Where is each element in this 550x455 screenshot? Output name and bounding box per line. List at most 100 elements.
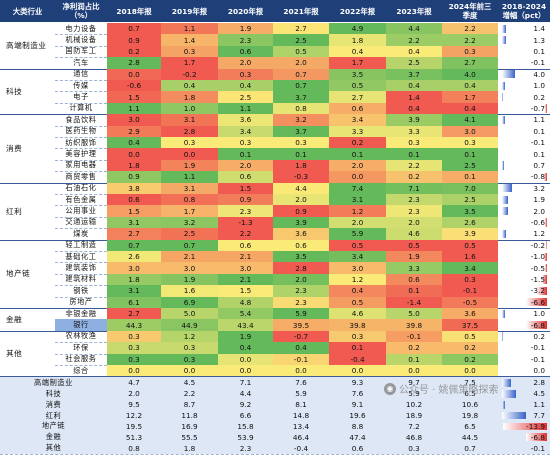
category-label: 科技 [0, 69, 55, 115]
share-cell: -0.1 [273, 354, 329, 365]
share-cell: 3.6 [218, 114, 273, 125]
share-cell: 1.8 [329, 34, 386, 45]
wechat-icon: ◉ [384, 383, 396, 395]
share-cell: 2.3 [218, 205, 273, 216]
share-cell: 2.3 [218, 34, 273, 45]
share-cell: 2.5 [386, 57, 442, 68]
summary-cell: 4.5 [161, 377, 218, 388]
share-cell: 3.0 [107, 114, 161, 125]
change-value: 7.7 [498, 410, 550, 421]
share-cell: 0.4 [218, 342, 273, 353]
share-cell: 2.0 [329, 160, 386, 171]
change-value: -0.7 [498, 103, 550, 114]
change-value: 1.0 [498, 80, 550, 91]
change-value: -0.8 [498, 171, 550, 182]
change-value: 3.2 [498, 183, 550, 194]
summary-cell: 9.1 [329, 399, 386, 410]
share-cell: 3.9 [442, 228, 498, 239]
summary-cell: 1.8 [161, 443, 218, 454]
share-cell: 4.6 [386, 228, 442, 239]
share-cell: 2.5 [442, 160, 498, 171]
share-cell: 0.5 [273, 46, 329, 57]
summary-cell: 2.3 [218, 443, 273, 454]
share-cell: 0.2 [386, 342, 442, 353]
share-cell: 3.7 [273, 126, 329, 137]
change-value: -0.1 [498, 342, 550, 353]
change-value: 4.5 [498, 388, 550, 399]
change-value: 0.0 [498, 365, 550, 376]
share-cell: 1.5 [107, 91, 161, 102]
share-cell: 3.2 [161, 217, 218, 228]
share-cell: 3.1 [161, 183, 218, 194]
category-label: 其他 [0, 331, 55, 377]
share-cell: 39.5 [273, 319, 329, 330]
change-value: -0.2 [498, 240, 550, 251]
share-cell: 0.0 [273, 365, 329, 376]
change-value: 1.9 [498, 194, 550, 205]
share-cell: 3.8 [107, 183, 161, 194]
share-cell: -0.1 [442, 285, 498, 296]
share-cell: 0.4 [329, 46, 386, 57]
summary-label: 科技 [0, 388, 107, 399]
share-cell: 2.7 [107, 308, 161, 319]
share-cell: 2.2 [218, 228, 273, 239]
share-cell: 0.9 [273, 205, 329, 216]
subindustry-label: 电力设备 [55, 23, 107, 34]
share-cell: 2.0 [218, 160, 273, 171]
share-cell: 0.7 [273, 69, 329, 80]
share-cell: 2.3 [273, 297, 329, 308]
header-year: 2019年报 [161, 0, 218, 22]
change-value: 1.3 [498, 34, 550, 45]
share-cell: 44.9 [161, 319, 218, 330]
share-cell: -0.6 [107, 80, 161, 91]
share-cell: 2.7 [442, 57, 498, 68]
share-cell: 0.0 [107, 365, 161, 376]
share-cell: 0.1 [218, 148, 273, 159]
share-cell: 5.4 [218, 308, 273, 319]
share-cell: -0.3 [273, 171, 329, 182]
share-cell: 2.0 [273, 194, 329, 205]
share-cell: 3.7 [386, 69, 442, 80]
share-cell: 0.3 [329, 331, 386, 342]
share-cell: 0.5 [329, 240, 386, 251]
header-year: 2024年前三季度 [442, 0, 498, 22]
share-cell: 5.0 [386, 308, 442, 319]
summary-cell: 4.4 [218, 388, 273, 399]
share-cell: -0.5 [442, 297, 498, 308]
share-cell: 0.3 [442, 46, 498, 57]
summary-cell: 47.4 [329, 432, 386, 443]
subindustry-label: 建筑材料 [55, 274, 107, 285]
share-cell: 1.7 [161, 205, 218, 216]
share-cell: 0.3 [273, 137, 329, 148]
share-cell: 43.4 [218, 319, 273, 330]
share-cell: 2.5 [161, 228, 218, 239]
subindustry-label: 建筑装饰 [55, 262, 107, 273]
share-cell: 0.0 [329, 171, 386, 182]
share-cell: 0.9 [218, 194, 273, 205]
share-cell: 0.3 [107, 342, 161, 353]
share-cell: 2.7 [107, 228, 161, 239]
share-cell: 39.8 [386, 319, 442, 330]
share-cell: 1.5 [107, 205, 161, 216]
share-cell: 2.7 [329, 91, 386, 102]
share-cell: 3.0 [218, 262, 273, 273]
share-cell: 0.6 [218, 46, 273, 57]
share-cell: 1.9 [218, 331, 273, 342]
share-cell: 1.9 [218, 23, 273, 34]
summary-cell: 2.2 [161, 388, 218, 399]
category-label: 红利 [0, 183, 55, 240]
share-cell: 6.1 [107, 297, 161, 308]
share-cell: 2.9 [107, 126, 161, 137]
share-cell: 2.2 [386, 34, 442, 45]
summary-cell: 0.6 [329, 443, 386, 454]
share-cell: 0.0 [161, 148, 218, 159]
share-cell: 2.2 [442, 34, 498, 45]
share-cell: 0.1 [442, 148, 498, 159]
share-cell: 1.1 [107, 103, 161, 114]
change-value: -0.1 [498, 354, 550, 365]
share-cell: 0.2 [329, 137, 386, 148]
subindustry-label: 银行 [55, 319, 107, 330]
summary-cell: 9.2 [218, 399, 273, 410]
summary-cell: 0.3 [386, 443, 442, 454]
